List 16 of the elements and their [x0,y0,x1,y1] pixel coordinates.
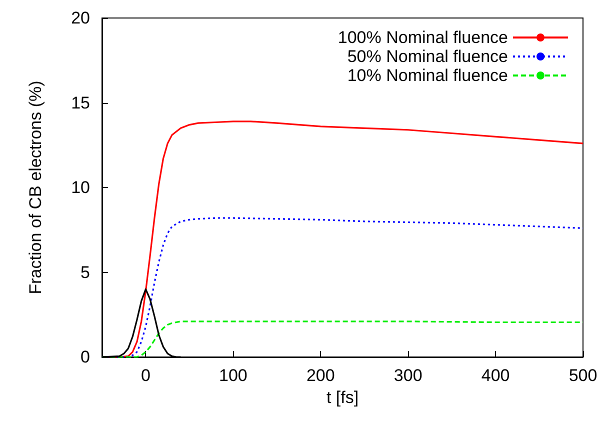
x-tick-label: 100 [218,366,248,385]
x-tick-label: 0 [140,366,150,385]
y-tick-label: 5 [80,262,90,282]
legend-label: 100% Nominal fluence [338,28,508,47]
y-tick-label: 15 [71,93,90,112]
y-tick-label: 10 [71,178,90,197]
x-tick-label: 400 [481,366,510,385]
y-axis-title: Fraction of CB electrons (%) [26,80,45,294]
x-tick-label: 200 [306,366,335,385]
legend-label: 10% Nominal fluence [347,66,508,85]
legend-label: 50% Nominal fluence [347,47,508,66]
y-tick-label: 20 [71,8,90,28]
x-tick-label: 500 [568,366,598,385]
x-tick-label: 300 [394,366,422,385]
x-axis-title: t [fs] [326,388,359,407]
y-tick-label: 0 [80,348,90,366]
